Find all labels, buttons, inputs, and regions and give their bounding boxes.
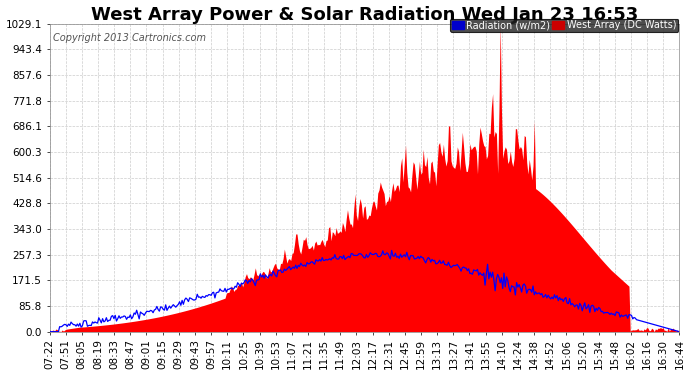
Title: West Array Power & Solar Radiation Wed Jan 23 16:53: West Array Power & Solar Radiation Wed J… xyxy=(91,6,638,24)
Text: Copyright 2013 Cartronics.com: Copyright 2013 Cartronics.com xyxy=(52,33,206,43)
Legend: Radiation (w/m2), West Array (DC Watts): Radiation (w/m2), West Array (DC Watts) xyxy=(450,18,678,32)
